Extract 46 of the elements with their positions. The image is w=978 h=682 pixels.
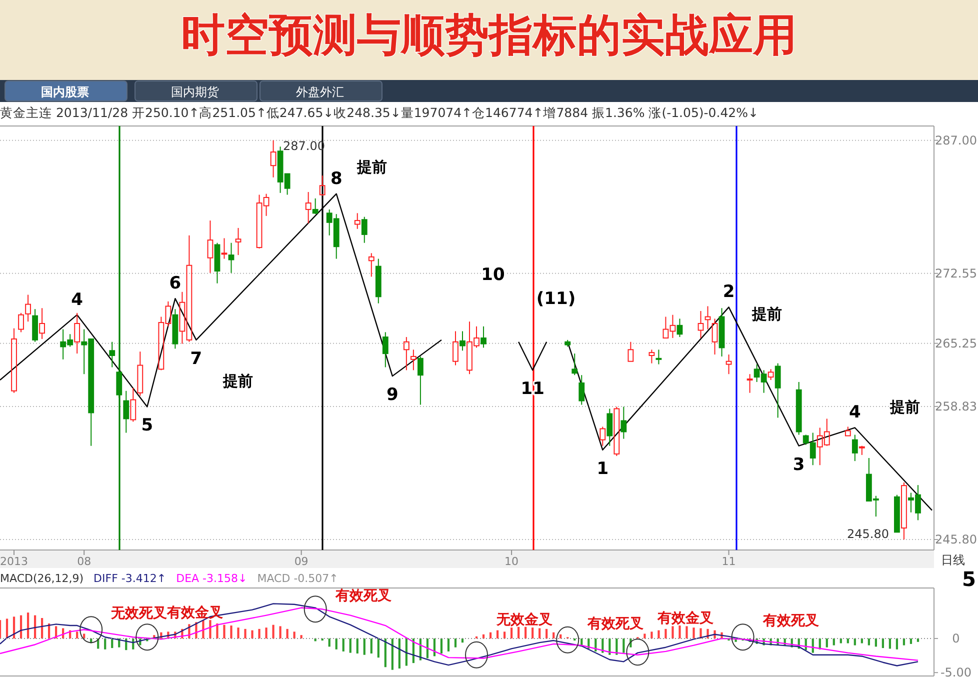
text: 日线: [941, 553, 965, 567]
annotation: 9: [386, 385, 398, 406]
text: MACD -0.507↑: [257, 572, 338, 585]
annotation: 无效金叉: [496, 612, 553, 628]
tab: 外盘外汇: [260, 80, 382, 102]
y-tick-label: 265.25: [935, 336, 977, 350]
annotation: 有效金叉: [656, 610, 714, 627]
x-tick-label: 10: [504, 555, 519, 568]
annotation: 1: [596, 458, 609, 479]
tab: 国内股票: [4, 80, 128, 102]
annotation: 有效死叉: [762, 613, 819, 630]
annotation: 10: [481, 265, 505, 285]
annotation: 3: [792, 454, 805, 475]
tab: 国内期货: [134, 80, 258, 102]
chart-subtitle: 黄金主连 2013/11/28 开250.10↑高251.05↑低247.65↓收248.35↓量197074↑仓146774↑增7884 振1.36% 涨(-1.05)-0.42%↓: [0, 105, 758, 120]
x-tick-label: 11: [722, 555, 736, 568]
text: DEA -3.158↓: [176, 572, 248, 585]
text: DIFF -3.412↑: [94, 572, 166, 585]
annotation: 有效死叉: [334, 588, 392, 604]
annotation: 8: [330, 168, 342, 189]
y-tick-label: 272.55: [935, 266, 977, 280]
y-tick-label: -5.00: [940, 666, 972, 680]
chart-title: MACD(26,12,9): [0, 572, 84, 585]
annotation: 5: [141, 416, 154, 436]
text: 5: [962, 567, 976, 591]
x-tick-label: 08: [77, 555, 92, 568]
y-tick-label: 287.00: [935, 133, 977, 148]
annotation: 提前: [222, 372, 253, 390]
annotation: (11): [536, 289, 576, 309]
x-tick-label: 09: [294, 555, 308, 568]
annotation: 6: [169, 274, 182, 294]
annotation: 4: [848, 402, 861, 423]
x-tick-label: 2013: [0, 555, 28, 568]
annotation: 2: [722, 282, 735, 302]
y-tick-label: 258.83: [935, 399, 977, 414]
chart-title: 时空预测与顺势指标的实战应用: [181, 10, 797, 61]
annotation: 无效死叉: [110, 606, 168, 622]
annotation: 提前: [751, 305, 782, 323]
annotation: 7: [190, 348, 202, 369]
annotation: 4: [71, 290, 84, 310]
annotation: 245.80: [847, 527, 889, 541]
annotation: 有效死叉: [586, 616, 644, 632]
y-tick-label: 245.80: [935, 532, 977, 546]
y-tick-label: 0: [952, 631, 960, 646]
annotation: 提前: [356, 158, 387, 176]
annotation: 提前: [889, 398, 920, 416]
